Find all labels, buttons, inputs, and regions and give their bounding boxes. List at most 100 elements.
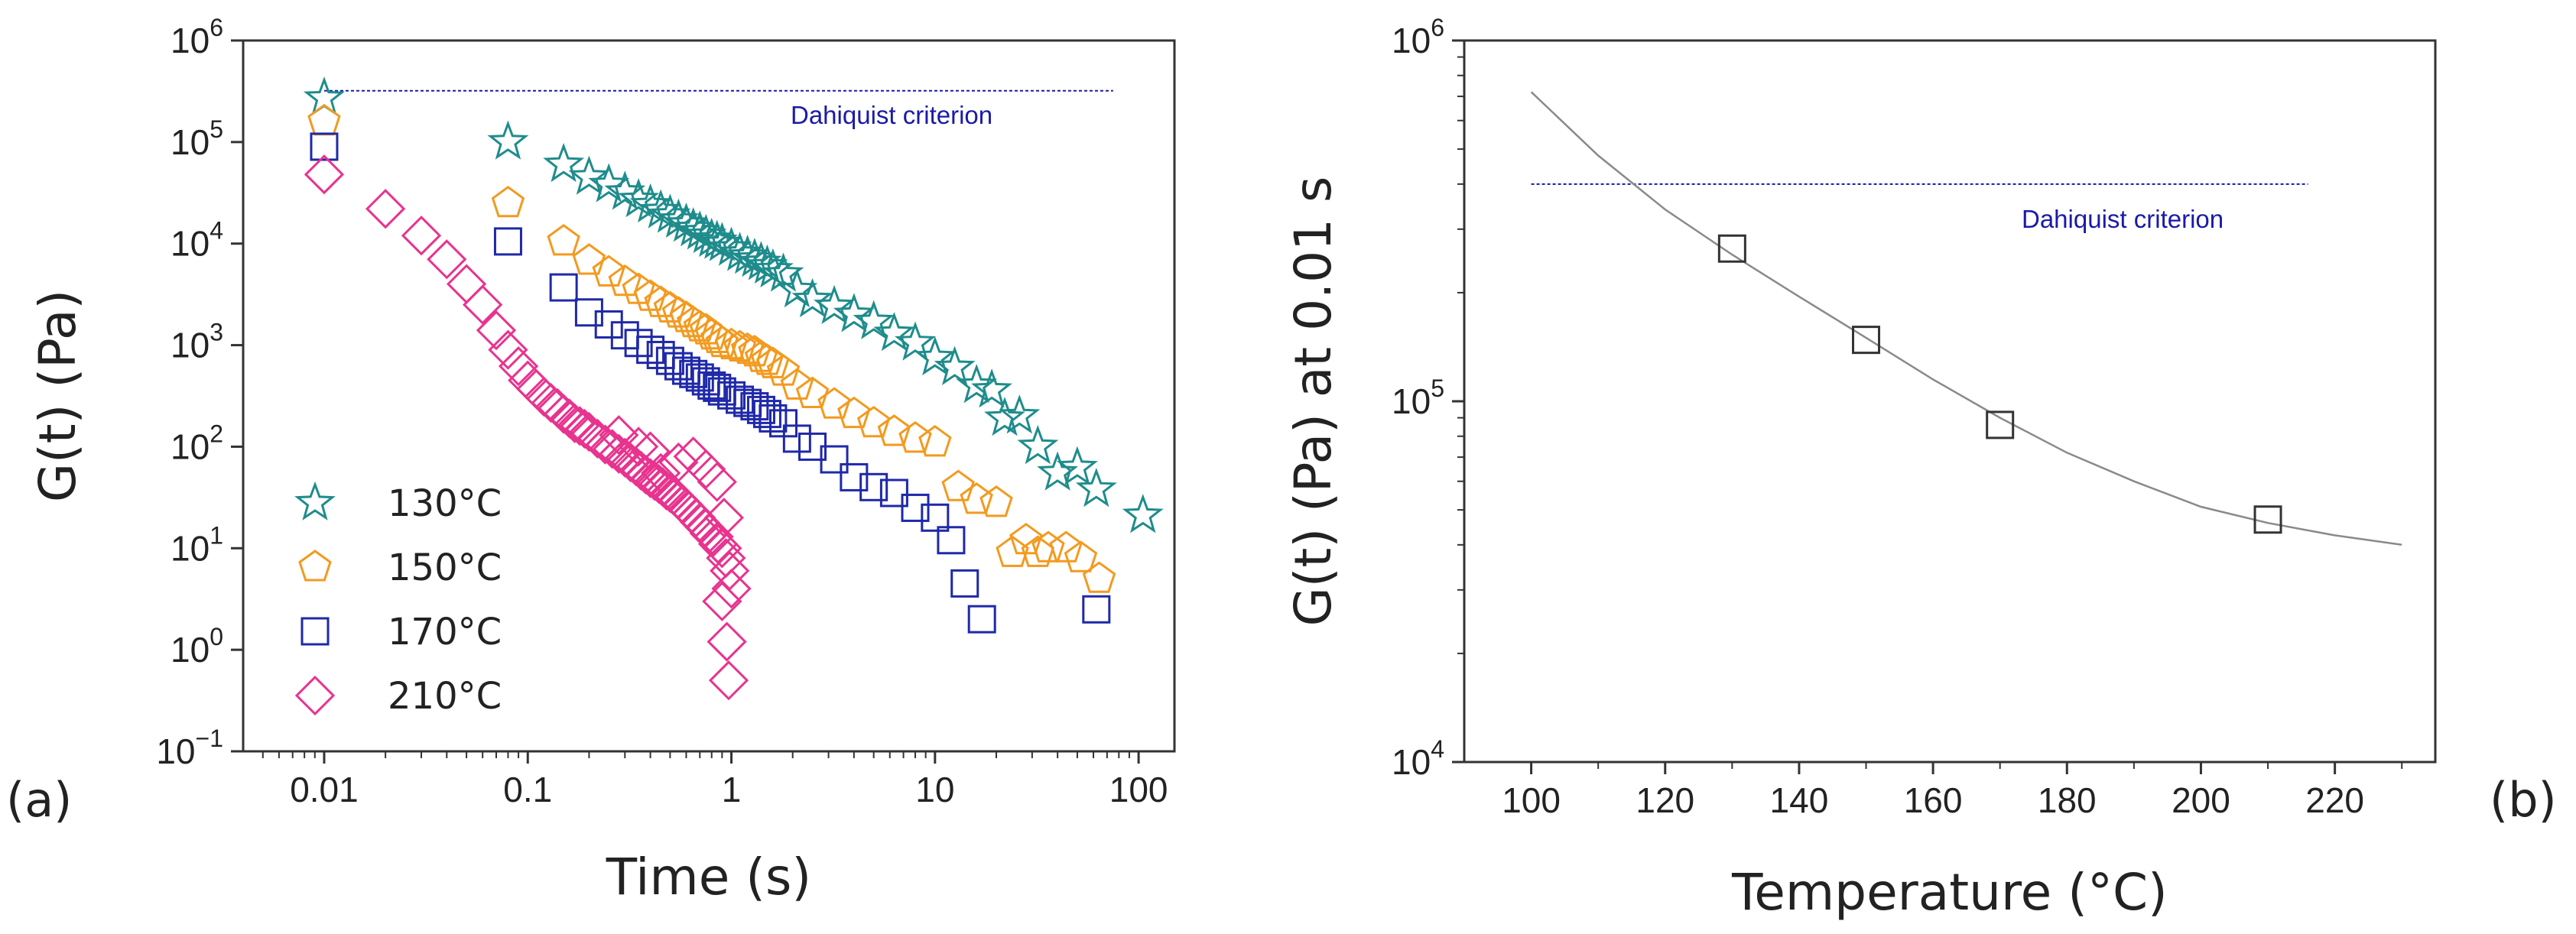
pentagon-point bbox=[837, 396, 871, 429]
panel-b-y-axis-label: G(t) (Pa) at 0.01 s bbox=[1284, 177, 1343, 627]
square-point bbox=[549, 273, 578, 302]
diamond-point bbox=[673, 436, 713, 477]
fit-curve-line bbox=[1530, 91, 2402, 546]
pentagon-point bbox=[572, 243, 606, 275]
pentagon-point bbox=[898, 421, 932, 453]
panel-a-legend: 130°C 150°C 170°C 210°C bbox=[294, 481, 502, 718]
square-point bbox=[840, 462, 869, 491]
panel-b-y-ticks: 104 105 106 bbox=[1392, 14, 1464, 782]
star-point bbox=[733, 237, 775, 277]
diamond-point bbox=[707, 621, 747, 662]
diamond-point bbox=[711, 569, 752, 609]
star-point bbox=[791, 277, 833, 318]
pentagon-point bbox=[1031, 530, 1065, 563]
star-point bbox=[303, 76, 345, 116]
square-point bbox=[310, 132, 339, 161]
pentagon-point bbox=[1082, 561, 1116, 593]
legend-label: 150°C bbox=[388, 546, 502, 589]
panel-a-x-ticks: 0.01 0.1 1 10 100 bbox=[261, 751, 1168, 809]
square-point bbox=[726, 385, 755, 414]
diamond-point bbox=[365, 189, 406, 229]
diamond-point bbox=[697, 462, 737, 502]
y-tick-label: 106 bbox=[1392, 14, 1444, 60]
square-point bbox=[664, 352, 693, 381]
star-point bbox=[604, 170, 646, 210]
square-point bbox=[594, 310, 623, 339]
diamond-point bbox=[686, 449, 726, 490]
y-tick-label: 10−1 bbox=[156, 725, 223, 771]
star-point bbox=[934, 345, 976, 386]
diamond-point bbox=[702, 581, 742, 621]
square-point bbox=[782, 424, 811, 453]
legend-pentagon-marker bbox=[298, 550, 332, 582]
star-point bbox=[833, 293, 875, 332]
square-point bbox=[697, 371, 726, 400]
square-point bbox=[1717, 234, 1746, 263]
star-point bbox=[487, 120, 529, 160]
diamond-point bbox=[702, 528, 742, 569]
star-point bbox=[984, 397, 1025, 436]
panel-a-data-points bbox=[303, 76, 1164, 701]
square-point bbox=[879, 478, 908, 508]
square-point bbox=[636, 336, 665, 365]
panel-a-time-relaxation: Dahiquist criterion 0.01 0.1 1 10 100 10−110… bbox=[6, 14, 1176, 906]
legend-label: 170°C bbox=[388, 611, 502, 653]
square-point bbox=[493, 227, 522, 256]
panel-b-label: (b) bbox=[2490, 772, 2557, 828]
pentagon-point bbox=[941, 469, 975, 501]
star-point bbox=[746, 244, 788, 284]
y-tick-label: 104 bbox=[1392, 735, 1444, 782]
diamond-point bbox=[476, 310, 517, 351]
star-point bbox=[1037, 451, 1079, 491]
x-tick-label: 0.01 bbox=[290, 770, 359, 809]
diamond-point bbox=[630, 431, 671, 472]
x-tick-label: 0.1 bbox=[503, 770, 552, 809]
legend-square-marker bbox=[300, 617, 330, 646]
panel-a-y-ticks: 10−1 100 101 102 103 104 105 106 bbox=[156, 14, 243, 771]
diamond-point bbox=[599, 415, 639, 456]
x-tick-label: 100 bbox=[1109, 770, 1168, 809]
square-point bbox=[967, 605, 996, 634]
panel-a-reference-label: Dahiquist criterion bbox=[791, 101, 992, 129]
y-tick-label: 101 bbox=[171, 521, 223, 568]
square-point bbox=[759, 404, 788, 433]
star-point bbox=[1056, 446, 1098, 485]
star-point bbox=[568, 155, 610, 195]
pentagon-point bbox=[547, 224, 580, 256]
diamond-point bbox=[401, 216, 442, 256]
legend-star-marker bbox=[294, 481, 336, 521]
star-point bbox=[853, 300, 895, 339]
star-point bbox=[999, 394, 1041, 434]
square-point bbox=[717, 381, 746, 410]
diamond-point bbox=[658, 442, 699, 483]
square-point bbox=[820, 445, 849, 474]
star-point bbox=[971, 368, 1013, 408]
square-point bbox=[1986, 410, 2015, 439]
pentagon-point bbox=[877, 414, 911, 446]
diamond-point bbox=[619, 426, 659, 467]
y-tick-label: 100 bbox=[171, 623, 223, 670]
square-point bbox=[937, 526, 966, 555]
pentagon-point bbox=[1009, 522, 1043, 555]
diamond-point bbox=[304, 154, 345, 195]
y-tick-label: 104 bbox=[171, 217, 223, 264]
panel-b-reference-label: Dahiquist criterion bbox=[2022, 205, 2224, 233]
x-tick-label: 100 bbox=[1502, 780, 1561, 820]
panel-a-y-axis-label: G(t) (Pa) bbox=[28, 290, 87, 502]
x-tick-label: 160 bbox=[1904, 780, 1963, 820]
panel-b-x-axis-label: Temperature (°C) bbox=[1731, 863, 2168, 922]
panel-b-plot-frame bbox=[1463, 39, 2437, 764]
x-tick-label: 120 bbox=[1636, 780, 1694, 820]
star-point bbox=[814, 284, 856, 324]
pentagon-point bbox=[491, 185, 525, 218]
star-point bbox=[1017, 425, 1059, 465]
diamond-point bbox=[694, 517, 734, 557]
star-point bbox=[1075, 467, 1117, 508]
pentagon-point bbox=[795, 376, 830, 408]
diamond-point bbox=[498, 346, 539, 387]
y-tick-label: 102 bbox=[171, 420, 223, 466]
diamond-point bbox=[703, 498, 745, 538]
legend-label: 130°C bbox=[388, 482, 502, 525]
y-tick-label: 105 bbox=[171, 115, 223, 162]
